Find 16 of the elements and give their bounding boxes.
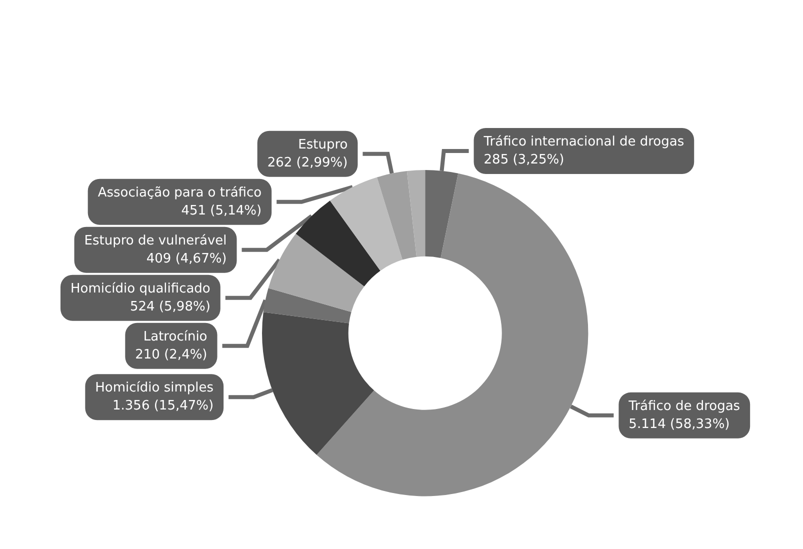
data-label: 524 (5,98%) <box>130 299 210 314</box>
slice-label: Estupro de vulnerável <box>84 233 227 248</box>
data-label: 262 (2,99%) <box>267 155 348 170</box>
slice-label: Homicídio simples <box>95 380 214 396</box>
data-label: 285 (3,25%) <box>484 152 564 168</box>
data-label: 1.356 (15,47%) <box>112 398 214 414</box>
slice-label: Estupro <box>298 137 348 152</box>
slice-label: Tráfico internacional de drogas <box>482 134 684 150</box>
data-label: 210 (2,4%) <box>135 347 208 362</box>
data-label: 5.114 (58,33%) <box>628 416 730 432</box>
slice-label: Homicídio qualificado <box>70 281 210 296</box>
data-label: 409 (4,67%) <box>146 251 227 266</box>
slice-label: Latrocínio <box>143 329 208 344</box>
slice-label: Associação para o tráfico <box>98 185 262 200</box>
data-label: 451 (5,14%) <box>181 203 262 218</box>
slice-label: Tráfico de drogas <box>628 398 740 414</box>
